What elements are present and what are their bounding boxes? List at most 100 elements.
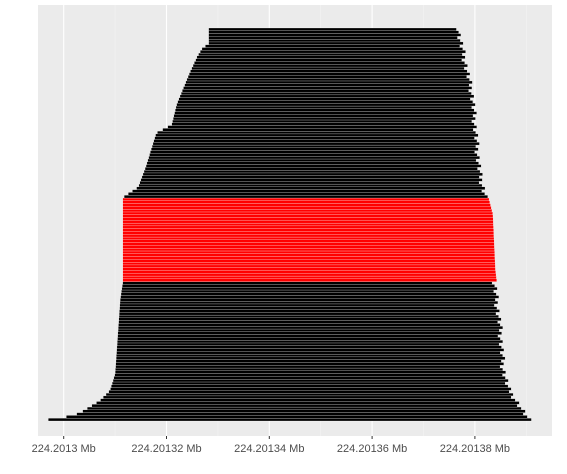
read-bar <box>155 133 479 137</box>
read-bar <box>182 89 469 93</box>
read-bar <box>187 75 467 79</box>
read-bar <box>118 326 503 330</box>
read-bar <box>184 83 470 87</box>
highlighted-read-bar <box>122 239 495 243</box>
highlighted-read-bar <box>122 209 493 213</box>
highlighted-read-bar <box>122 217 494 221</box>
read-bar <box>110 387 512 391</box>
highlighted-read-bar <box>122 264 496 268</box>
read-bar <box>186 78 470 82</box>
highlighted-read-bar <box>122 250 495 254</box>
read-bar <box>122 281 493 285</box>
read-bar <box>115 362 504 366</box>
read-bar <box>200 50 466 54</box>
read-bar <box>140 178 483 182</box>
read-bar <box>208 41 464 45</box>
highlighted-read-bar <box>122 278 497 282</box>
read-bar <box>146 161 479 165</box>
read-bar <box>111 384 509 388</box>
read-bar <box>172 119 472 123</box>
highlighted-read-bar <box>122 231 494 235</box>
read-bar <box>119 309 500 313</box>
read-bar <box>117 337 501 341</box>
highlighted-read-bar <box>122 242 495 246</box>
read-bar <box>173 117 476 121</box>
read-bar <box>119 306 498 310</box>
highlighted-read-bar <box>122 203 491 207</box>
read-bar <box>113 376 506 380</box>
highlighted-read-bar <box>122 228 494 232</box>
read-bar <box>196 55 466 59</box>
read-bar <box>183 86 473 90</box>
read-bar <box>120 295 500 299</box>
read-bar <box>117 340 503 344</box>
read-bar <box>151 144 476 148</box>
read-bar <box>167 125 477 129</box>
read-bar <box>177 100 473 104</box>
highlighted-read-bar <box>122 220 494 224</box>
read-bar <box>117 334 499 338</box>
read-bar <box>118 323 501 327</box>
read-bar <box>120 298 496 302</box>
highlighted-read-bar <box>122 248 495 252</box>
read-bar <box>96 401 520 405</box>
read-bar <box>190 69 468 73</box>
x-tick-label: 224.20132 Mb <box>131 443 201 455</box>
highlighted-read-bar <box>122 206 492 210</box>
read-bar <box>118 314 499 318</box>
highlighted-read-bar <box>122 214 494 218</box>
read-bar <box>208 39 461 43</box>
highlighted-read-bar <box>122 234 495 238</box>
read-bar <box>116 356 506 360</box>
highlighted-read-bar <box>122 259 496 263</box>
read-bar <box>87 406 522 410</box>
read-bar <box>121 287 498 291</box>
read-bar <box>148 156 480 160</box>
read-bar <box>116 348 505 352</box>
highlighted-read-bar <box>122 262 496 266</box>
read-bar <box>150 150 475 154</box>
read-bar <box>175 105 472 109</box>
highlighted-read-bar <box>122 222 494 227</box>
read-bars <box>48 27 532 422</box>
read-bar <box>143 170 481 174</box>
read-bar <box>112 379 509 383</box>
highlighted-read-bar <box>122 211 493 215</box>
highlighted-read-bar <box>122 200 490 204</box>
read-bar <box>205 44 461 48</box>
read-bar <box>82 409 526 413</box>
read-bar <box>194 61 465 65</box>
read-bar <box>128 192 485 196</box>
read-bar <box>201 47 463 51</box>
read-bar <box>153 139 478 143</box>
read-bar <box>118 320 498 324</box>
read-bar <box>48 418 532 422</box>
read-bar <box>154 136 475 140</box>
read-bar <box>91 404 518 408</box>
read-bar <box>142 172 483 176</box>
read-bar <box>141 175 480 179</box>
read-bar <box>157 131 476 135</box>
read-bar <box>138 183 483 187</box>
highlighted-read-bar <box>122 256 496 260</box>
read-bar <box>120 292 497 296</box>
read-bar <box>208 36 458 40</box>
read-bar <box>176 103 476 107</box>
highlighted-read-bar <box>122 245 495 249</box>
read-bar <box>189 72 471 76</box>
read-bar <box>192 64 468 68</box>
highlighted-read-bar <box>122 236 495 240</box>
read-bar <box>112 381 506 385</box>
read-bar <box>115 367 503 371</box>
read-bar <box>116 351 501 355</box>
read-bar <box>195 58 462 62</box>
read-bar <box>208 33 462 37</box>
read-bar <box>103 395 512 399</box>
read-bar <box>152 142 480 146</box>
read-bar <box>119 303 495 307</box>
read-bar <box>139 181 480 185</box>
x-tick-label: 224.2013 Mb <box>32 443 96 455</box>
x-tick-label: 224.20138 Mb <box>440 443 510 455</box>
read-bar <box>162 128 474 132</box>
